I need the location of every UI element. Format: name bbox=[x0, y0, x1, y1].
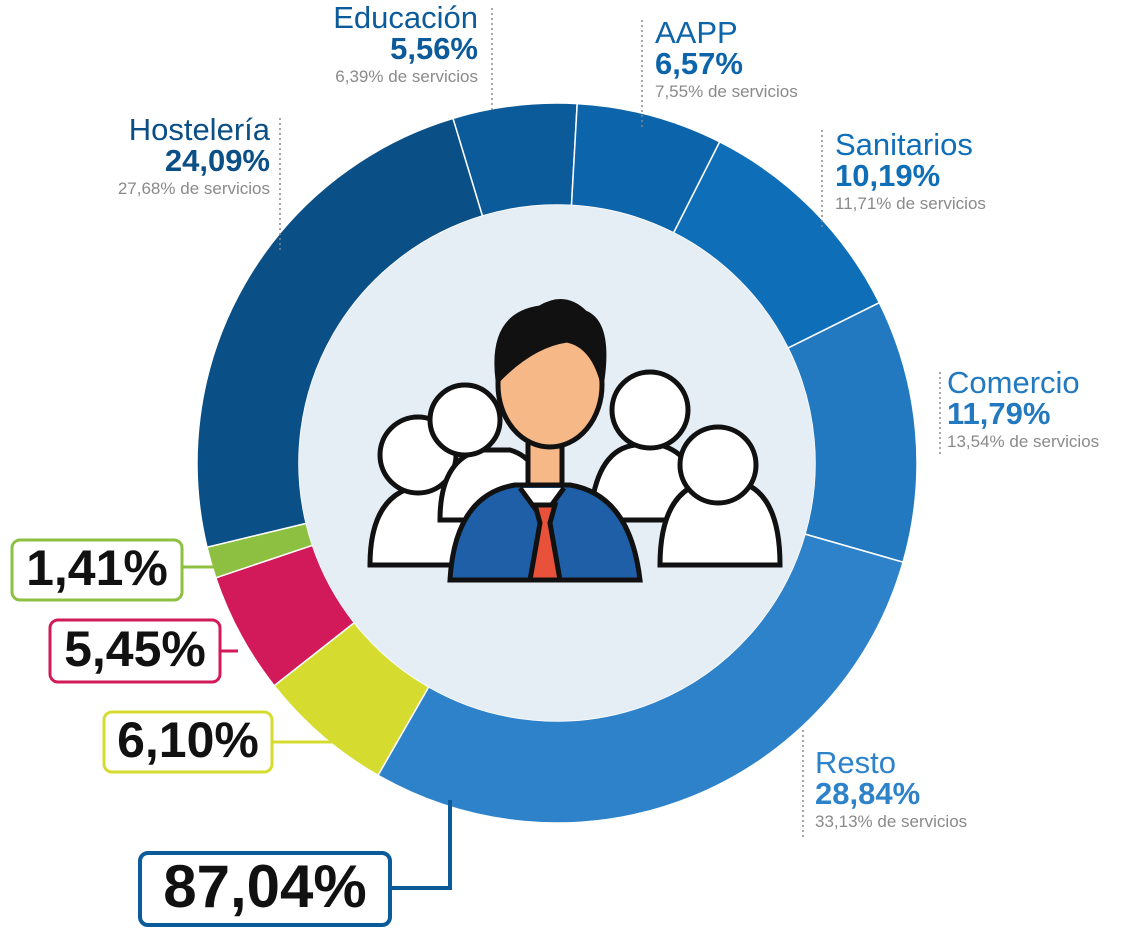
category-label: AAPP bbox=[655, 15, 738, 50]
service-label: 11,71% de servicios bbox=[835, 194, 986, 213]
value-label: 28,84% bbox=[815, 776, 920, 811]
value-label: 10,19% bbox=[835, 158, 940, 193]
value-label: 5,45% bbox=[64, 621, 206, 677]
category-label: Sanitarios bbox=[835, 127, 973, 162]
value-box bbox=[102, 710, 274, 774]
total-connector bbox=[390, 800, 452, 890]
service-label: 27,68% de servicios bbox=[118, 179, 270, 198]
category-label: Resto bbox=[815, 745, 896, 780]
service-suffix: de servicios bbox=[877, 812, 967, 831]
service-value: 33,13% bbox=[815, 812, 873, 831]
total-label: 87,04% bbox=[163, 853, 367, 920]
service-suffix: de servicios bbox=[388, 67, 478, 86]
service-label: 6,39% de servicios bbox=[335, 67, 478, 86]
service-label: 7,55% de servicios bbox=[655, 82, 798, 101]
service-suffix: de servicios bbox=[1009, 432, 1099, 451]
service-value: 27,68% bbox=[118, 179, 176, 198]
category-label: Hostelería bbox=[129, 112, 271, 147]
service-value: 13,54% bbox=[947, 432, 1005, 451]
service-suffix: de servicios bbox=[708, 82, 798, 101]
service-value: 7,55% bbox=[655, 82, 703, 101]
value-label: 6,57% bbox=[655, 46, 743, 81]
value-label: 5,56% bbox=[390, 31, 478, 66]
category-label: Comercio bbox=[947, 365, 1080, 400]
value-label: 1,41% bbox=[26, 540, 168, 596]
center-illustration bbox=[299, 205, 815, 721]
category-label: Educación bbox=[333, 0, 478, 35]
value-label: 11,79% bbox=[947, 396, 1050, 431]
service-label: 33,13% de servicios bbox=[815, 812, 967, 831]
service-suffix: de servicios bbox=[896, 194, 986, 213]
value-label: 24,09% bbox=[165, 143, 270, 178]
service-value: 11,71% bbox=[835, 194, 891, 213]
value-box bbox=[10, 538, 184, 602]
value-label: 6,10% bbox=[117, 712, 259, 768]
value-box bbox=[48, 618, 222, 684]
service-label: 13,54% de servicios bbox=[947, 432, 1099, 451]
service-value: 6,39% bbox=[335, 67, 383, 86]
service-suffix: de servicios bbox=[180, 179, 270, 198]
total-box bbox=[138, 851, 392, 927]
